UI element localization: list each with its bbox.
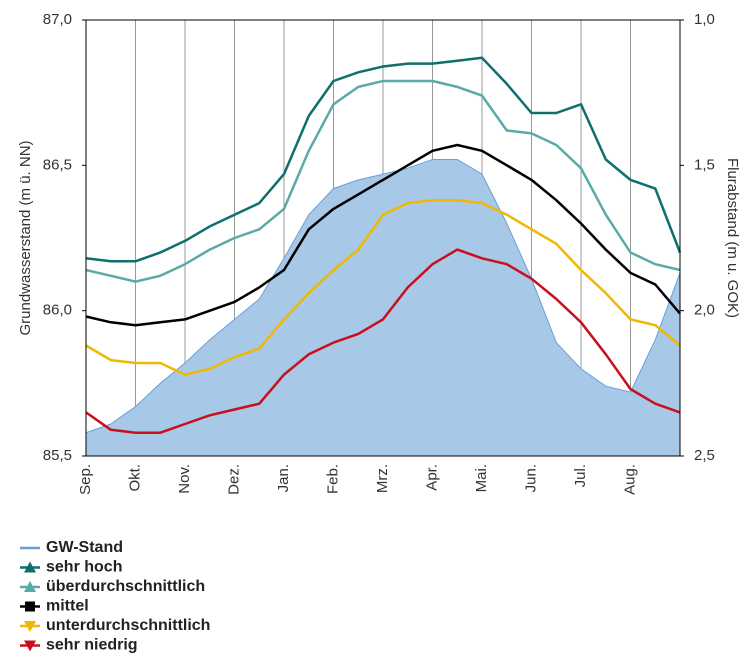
x-tick-label: Jun. [522, 464, 539, 492]
plot-frame [85, 19, 681, 457]
x-tick-label: Mai. [473, 464, 490, 492]
x-tick-label: Feb. [324, 464, 341, 494]
line [85, 56, 682, 263]
y-tick-label: 86,0 [43, 302, 72, 319]
x-tick-label: Jan. [275, 464, 292, 492]
y2-tick-label: 2,5 [694, 447, 715, 464]
legend-label: GW-Stand [46, 539, 123, 556]
x-tick-label: Aug. [621, 464, 638, 495]
legend-marker [24, 640, 36, 652]
x-tick-label: Mrz. [374, 464, 391, 493]
y-tick-label: 85,5 [43, 447, 72, 464]
legend-marker [25, 601, 35, 612]
line [85, 143, 681, 327]
y-axis-label: Grundwasserstand (m ü. NN) [17, 140, 34, 335]
legend-marker [24, 581, 36, 592]
line [85, 198, 681, 376]
y2-tick-label: 1,0 [694, 11, 715, 28]
y2-tick-label: 1,5 [694, 156, 715, 173]
area [85, 159, 681, 457]
legend-marker [24, 561, 36, 573]
legend-label: mittel [46, 598, 89, 615]
x-tick-label: Apr. [423, 464, 440, 491]
legend-label: unterdurchschnittlich [46, 617, 210, 634]
legend-label: überdurchschnittlich [46, 578, 205, 595]
legend-marker [24, 621, 36, 632]
y2-tick-label: 2,0 [694, 302, 715, 319]
legend-label: sehr niedrig [46, 637, 138, 654]
x-tick-label: Nov. [176, 464, 193, 494]
x-tick-label: Sep. [77, 464, 94, 495]
y-tick-label: 87,0 [43, 11, 72, 28]
x-tick-label: Dez. [225, 464, 242, 495]
line [85, 79, 681, 283]
line [85, 248, 681, 434]
x-tick-label: Jul. [572, 464, 589, 487]
legend-label: sehr hoch [46, 559, 122, 576]
y-tick-label: 86,5 [43, 156, 72, 173]
y2-axis-label: Flurabstand (m u. GOK) [724, 158, 741, 318]
x-tick-label: Okt. [126, 464, 143, 492]
